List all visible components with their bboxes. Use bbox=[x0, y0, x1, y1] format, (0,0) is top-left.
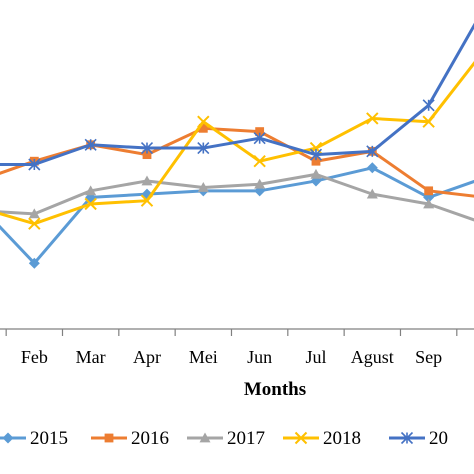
legend-marker bbox=[294, 431, 308, 445]
data-point bbox=[28, 158, 41, 171]
series-line bbox=[0, 166, 474, 265]
data-point bbox=[28, 257, 40, 269]
series-line bbox=[0, 61, 474, 226]
legend-item: 2015 bbox=[0, 428, 68, 449]
data-point bbox=[422, 99, 435, 112]
legend-marker bbox=[199, 432, 211, 443]
x-tick-label: Jun bbox=[247, 347, 272, 367]
legend: 2015 2016 2017 2018 20 bbox=[0, 428, 448, 449]
data-point bbox=[254, 178, 266, 189]
legend-item: 20 bbox=[389, 428, 448, 449]
legend-label: 2015 bbox=[30, 428, 68, 449]
series-2017 bbox=[0, 168, 474, 222]
data-point bbox=[141, 175, 153, 186]
x-axis-title: Months bbox=[244, 379, 306, 400]
legend-label: 2017 bbox=[227, 428, 265, 449]
data-point bbox=[197, 115, 210, 128]
data-point bbox=[28, 208, 40, 219]
data-point bbox=[423, 198, 435, 209]
data-point bbox=[198, 123, 208, 133]
series-2018 bbox=[0, 61, 474, 230]
data-point bbox=[140, 141, 154, 155]
x-tick-label: Apr bbox=[133, 347, 161, 367]
data-point bbox=[142, 150, 152, 160]
data-point bbox=[366, 112, 379, 125]
legend-item: 2017 bbox=[187, 428, 265, 449]
data-point bbox=[197, 141, 210, 155]
series-line bbox=[0, 172, 474, 222]
data-point bbox=[140, 194, 154, 207]
data-point bbox=[85, 185, 97, 196]
legend-item: 2018 bbox=[283, 428, 361, 449]
data-point bbox=[309, 148, 323, 161]
data-point bbox=[197, 182, 209, 192]
legend-label: 20 bbox=[429, 428, 448, 449]
data-point bbox=[253, 132, 266, 145]
series-20 bbox=[0, 22, 474, 171]
x-tick-label: Mar bbox=[76, 347, 106, 367]
x-tick-label: Feb bbox=[21, 347, 48, 367]
data-point bbox=[366, 188, 378, 199]
x-axis-ticks bbox=[5, 329, 458, 336]
data-point bbox=[28, 217, 41, 230]
data-point bbox=[366, 145, 379, 158]
series-line bbox=[0, 126, 474, 198]
data-point bbox=[366, 162, 378, 174]
x-tick-label: Agust bbox=[351, 347, 394, 367]
data-point bbox=[422, 115, 435, 128]
x-tick-label: Mei bbox=[189, 347, 218, 367]
legend-label: 2016 bbox=[131, 428, 169, 449]
legend-marker bbox=[2, 432, 14, 444]
x-axis-tick-labels: FebMarAprMeiJunJulAgustSepOk bbox=[21, 347, 474, 367]
legend-item: 2016 bbox=[91, 428, 169, 449]
data-point bbox=[424, 186, 434, 196]
series-2015 bbox=[0, 162, 474, 269]
data-point bbox=[311, 156, 321, 166]
data-point bbox=[84, 138, 97, 151]
data-point bbox=[310, 168, 322, 179]
data-point bbox=[253, 155, 266, 168]
x-tick-label: Jul bbox=[305, 347, 326, 367]
legend-label: 2018 bbox=[323, 428, 361, 449]
series-line bbox=[0, 22, 474, 166]
data-point bbox=[84, 197, 97, 211]
legend-marker bbox=[400, 431, 414, 445]
legend-marker bbox=[104, 433, 114, 443]
series-layer bbox=[0, 22, 474, 269]
data-point bbox=[255, 127, 265, 136]
x-tick-label: Sep bbox=[415, 347, 442, 367]
